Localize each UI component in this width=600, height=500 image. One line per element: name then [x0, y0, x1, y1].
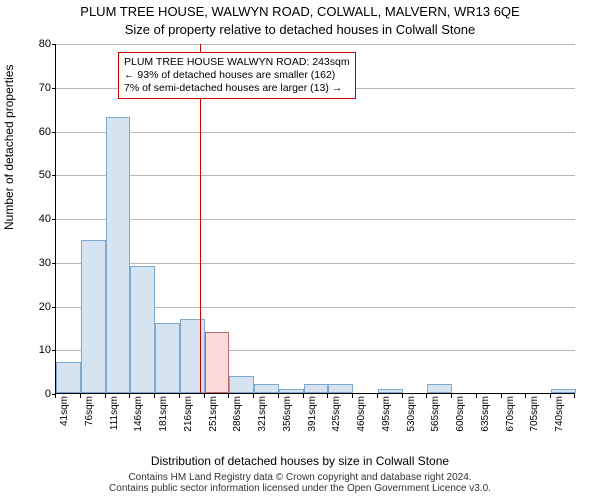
- chart-container: PLUM TREE HOUSE, WALWYN ROAD, COLWALL, M…: [0, 0, 600, 500]
- x-tick-label: 111sqm: [109, 396, 120, 430]
- x-tick-mark: [228, 394, 229, 398]
- y-tick-label: 80: [11, 38, 51, 50]
- x-tick-mark: [402, 394, 403, 398]
- x-tick-mark: [352, 394, 353, 398]
- x-tick-label: 356sqm: [282, 396, 293, 432]
- histogram-bar: [279, 389, 304, 393]
- annotation-line: ← 93% of detached houses are smaller (16…: [124, 69, 350, 82]
- y-tick-label: 30: [11, 257, 51, 269]
- x-tick-mark: [204, 394, 205, 398]
- x-tick-mark: [574, 394, 575, 398]
- x-tick-label: 146sqm: [133, 396, 144, 432]
- x-tick-label: 251sqm: [208, 396, 219, 432]
- y-tick-mark: [52, 44, 56, 45]
- x-tick-mark: [327, 394, 328, 398]
- y-tick-label: 20: [11, 301, 51, 313]
- histogram-bar: [205, 332, 230, 393]
- annotation-line: PLUM TREE HOUSE WALWYN ROAD: 243sqm: [124, 56, 350, 69]
- x-tick-label: 740sqm: [554, 396, 565, 432]
- y-tick-label: 70: [11, 82, 51, 94]
- y-tick-mark: [52, 219, 56, 220]
- x-tick-label: 286sqm: [232, 396, 243, 432]
- plot-area: PLUM TREE HOUSE WALWYN ROAD: 243sqm← 93%…: [55, 44, 575, 394]
- x-tick-label: 670sqm: [505, 396, 516, 432]
- x-axis-label: Distribution of detached houses by size …: [0, 454, 600, 468]
- y-tick-label: 40: [11, 213, 51, 225]
- histogram-bar: [106, 117, 131, 393]
- x-tick-mark: [525, 394, 526, 398]
- x-tick-label: 460sqm: [356, 396, 367, 432]
- gridline: [56, 132, 575, 133]
- x-ticks: 41sqm 76sqm 111sqm 146sqm 181sqm 216sqm 251sqm…: [55, 394, 575, 454]
- x-tick-label: 600sqm: [455, 396, 466, 432]
- y-tick-mark: [52, 175, 56, 176]
- y-tick-mark: [52, 350, 56, 351]
- y-tick-label: 60: [11, 126, 51, 138]
- x-tick-mark: [179, 394, 180, 398]
- y-tick-mark: [52, 263, 56, 264]
- x-tick-mark: [451, 394, 452, 398]
- histogram-bar: [378, 389, 403, 393]
- x-tick-mark: [426, 394, 427, 398]
- x-tick-label: 181sqm: [158, 396, 169, 432]
- x-tick-label: 705sqm: [529, 396, 540, 432]
- chart-title-address: PLUM TREE HOUSE, WALWYN ROAD, COLWALL, M…: [0, 4, 600, 19]
- histogram-bar: [427, 384, 452, 393]
- histogram-bar: [180, 319, 205, 393]
- attribution-line1: Contains HM Land Registry data © Crown c…: [128, 472, 471, 483]
- x-tick-mark: [154, 394, 155, 398]
- x-tick-label: 216sqm: [183, 396, 194, 432]
- histogram-bar: [551, 389, 576, 393]
- histogram-bar: [81, 240, 106, 393]
- annotation-line: 7% of semi-detached houses are larger (1…: [124, 82, 350, 95]
- histogram-bar: [56, 362, 81, 393]
- gridline: [56, 44, 575, 45]
- x-tick-label: 635sqm: [480, 396, 491, 432]
- histogram-bar: [155, 323, 180, 393]
- x-tick-mark: [476, 394, 477, 398]
- x-tick-mark: [278, 394, 279, 398]
- x-tick-label: 391sqm: [307, 396, 318, 432]
- x-tick-mark: [80, 394, 81, 398]
- x-tick-label: 425sqm: [331, 396, 342, 432]
- x-tick-mark: [253, 394, 254, 398]
- x-tick-mark: [129, 394, 130, 398]
- x-tick-label: 565sqm: [430, 396, 441, 432]
- histogram-bar: [328, 384, 353, 393]
- annotation-box: PLUM TREE HOUSE WALWYN ROAD: 243sqm← 93%…: [118, 52, 356, 99]
- x-tick-label: 321sqm: [257, 396, 268, 432]
- histogram-bar: [130, 266, 155, 393]
- y-tick-label: 10: [11, 344, 51, 356]
- y-tick-mark: [52, 132, 56, 133]
- gridline: [56, 175, 575, 176]
- gridline: [56, 263, 575, 264]
- chart-subtitle: Size of property relative to detached ho…: [0, 22, 600, 37]
- x-tick-label: 41sqm: [59, 396, 70, 426]
- gridline: [56, 219, 575, 220]
- x-tick-label: 530sqm: [406, 396, 417, 432]
- y-tick-label: 50: [11, 169, 51, 181]
- y-tick-mark: [52, 88, 56, 89]
- y-tick-mark: [52, 307, 56, 308]
- x-tick-mark: [303, 394, 304, 398]
- x-tick-mark: [105, 394, 106, 398]
- y-ticks: 01020304050607080: [0, 44, 55, 394]
- x-tick-mark: [501, 394, 502, 398]
- x-tick-mark: [55, 394, 56, 398]
- histogram-bar: [304, 384, 329, 393]
- attribution-line2: Contains public sector information licen…: [109, 483, 491, 494]
- x-tick-mark: [377, 394, 378, 398]
- x-tick-mark: [550, 394, 551, 398]
- attribution-text: Contains HM Land Registry data © Crown c…: [0, 472, 600, 494]
- y-tick-label: 0: [11, 388, 51, 400]
- x-tick-label: 495sqm: [381, 396, 392, 432]
- x-tick-label: 76sqm: [84, 396, 95, 426]
- histogram-bar: [229, 376, 254, 394]
- histogram-bar: [254, 384, 279, 393]
